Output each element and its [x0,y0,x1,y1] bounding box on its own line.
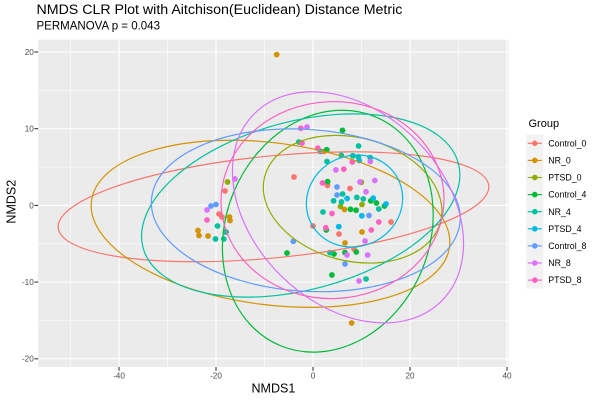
svg-text:NMDS1: NMDS1 [252,382,296,396]
svg-text:NMDS2: NMDS2 [4,180,18,224]
svg-text:20: 20 [25,48,35,57]
svg-text:-40: -40 [113,372,125,381]
svg-text:0: 0 [29,201,34,210]
svg-text:PTSD_8: PTSD_8 [548,275,581,285]
svg-text:Control_4: Control_4 [548,190,586,200]
svg-text:Control_8: Control_8 [548,241,586,251]
svg-text:NR_0: NR_0 [548,156,571,166]
svg-text:Group: Group [529,118,560,130]
svg-text:20: 20 [405,372,415,381]
svg-text:10: 10 [25,125,35,134]
svg-text:-10: -10 [22,278,34,287]
svg-text:NMDS CLR Plot with Aitchison(E: NMDS CLR Plot with Aitchison(Euclidean) … [37,2,403,18]
svg-text:PERMANOVA p = 0.043: PERMANOVA p = 0.043 [37,21,160,33]
svg-text:-20: -20 [22,355,34,364]
svg-text:NR_8: NR_8 [548,258,571,268]
svg-text:PTSD_4: PTSD_4 [548,224,581,234]
svg-text:Control_0: Control_0 [548,138,586,148]
svg-text:40: 40 [502,372,512,381]
svg-text:0: 0 [311,372,316,381]
svg-text:NR_4: NR_4 [548,207,571,217]
svg-text:-20: -20 [210,372,222,381]
svg-text:PTSD_0: PTSD_0 [548,173,581,183]
